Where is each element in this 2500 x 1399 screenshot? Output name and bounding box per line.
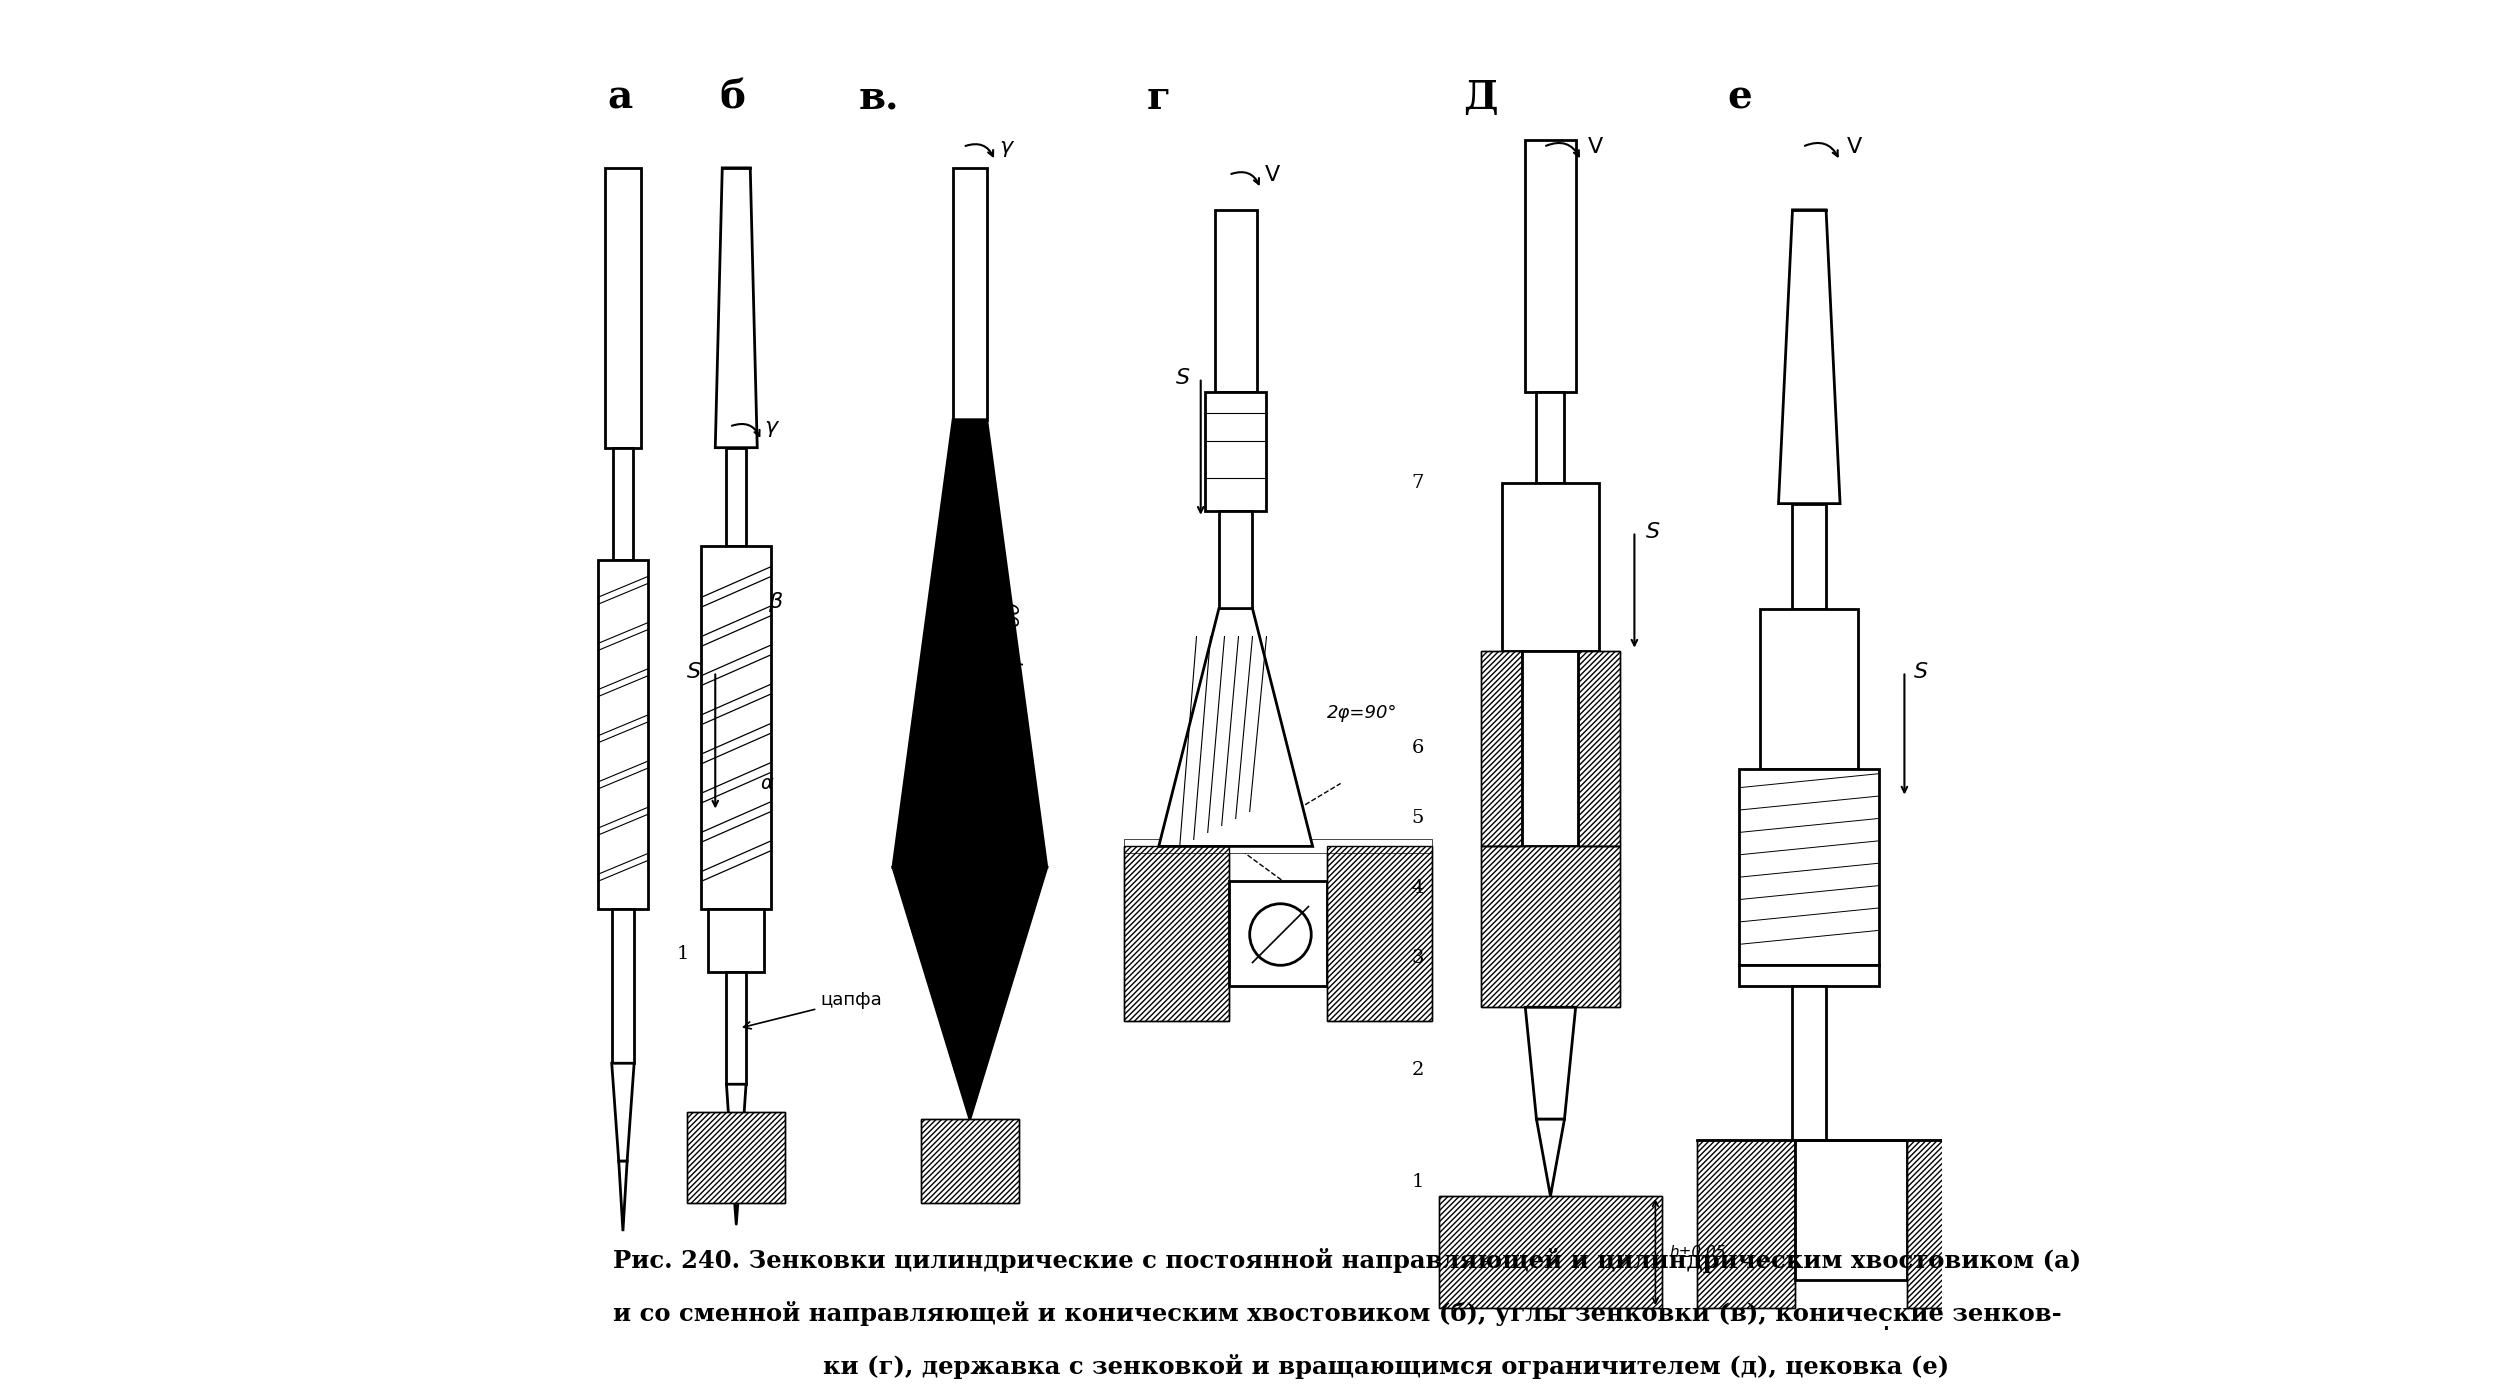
Text: цапфа: цапфа xyxy=(742,992,882,1028)
Bar xyxy=(1698,1140,1795,1308)
Text: h±0,05: h±0,05 xyxy=(1670,1245,1725,1259)
Bar xyxy=(1740,965,1880,986)
Text: V: V xyxy=(1848,137,1862,157)
Bar xyxy=(612,448,632,560)
Text: α: α xyxy=(760,774,772,793)
Bar xyxy=(688,1112,785,1203)
Bar xyxy=(920,1119,1020,1203)
Bar xyxy=(598,560,648,909)
Bar xyxy=(1908,1140,1950,1308)
Bar xyxy=(612,909,635,1063)
Text: S: S xyxy=(688,662,702,681)
Bar xyxy=(1522,651,1578,846)
Polygon shape xyxy=(1778,210,1840,504)
Text: .: . xyxy=(1882,1308,1890,1336)
Bar xyxy=(1205,392,1268,511)
Bar xyxy=(1480,651,1522,846)
Text: 2φ = 60°: 2φ = 60° xyxy=(1005,592,1025,681)
Text: Рис. 240. Зенковки цилиндрические с постоянной направляющей и цилиндрическим хво: Рис. 240. Зенковки цилиндрические с пост… xyxy=(612,1248,2082,1273)
Bar xyxy=(1698,1140,1795,1308)
Text: 6: 6 xyxy=(1412,740,1425,757)
Bar xyxy=(707,909,765,972)
Bar xyxy=(1125,846,1228,1021)
Text: г: г xyxy=(1148,78,1170,118)
Bar xyxy=(1525,140,1575,392)
Bar xyxy=(1228,881,1328,986)
Bar xyxy=(1328,846,1432,1021)
Text: в.: в. xyxy=(858,78,900,118)
Text: 3: 3 xyxy=(1412,950,1425,967)
Polygon shape xyxy=(618,1161,628,1231)
Bar xyxy=(1760,609,1858,769)
Bar xyxy=(1220,511,1252,609)
Text: ки (г), державка с зенковкой и вращающимся ограничителем (д), цековка (е): ки (г), державка с зенковкой и вращающим… xyxy=(822,1354,1950,1379)
Polygon shape xyxy=(1158,609,1312,846)
Text: V: V xyxy=(1265,165,1280,185)
Text: S: S xyxy=(1645,522,1660,541)
Bar xyxy=(1328,846,1432,1021)
Text: е: е xyxy=(1727,78,1752,118)
Bar xyxy=(688,1112,785,1203)
Text: 4: 4 xyxy=(1412,880,1425,897)
Bar xyxy=(728,448,745,546)
Bar xyxy=(728,972,745,1084)
Polygon shape xyxy=(715,168,757,448)
Text: 5: 5 xyxy=(1412,810,1425,827)
Bar xyxy=(1125,839,1432,853)
Text: β: β xyxy=(768,592,782,611)
Text: 2: 2 xyxy=(1412,1062,1425,1079)
Bar xyxy=(1740,769,1880,965)
Bar xyxy=(703,546,770,909)
Polygon shape xyxy=(1525,1007,1575,1119)
Text: 2φ=90°: 2φ=90° xyxy=(1328,705,1398,722)
Bar xyxy=(1480,651,1522,846)
Bar xyxy=(1578,651,1620,846)
Polygon shape xyxy=(1538,1119,1565,1196)
Text: и со сменной направляющей и коническим хвостовиком (б), углы зенковки (в), конич: и со сменной направляющей и коническим х… xyxy=(612,1301,2062,1326)
Bar xyxy=(1438,1196,1663,1308)
Bar xyxy=(1502,483,1600,651)
Text: γ: γ xyxy=(1000,137,1012,157)
Bar xyxy=(1538,392,1565,483)
Text: γ: γ xyxy=(765,417,778,436)
Bar xyxy=(1125,846,1228,1021)
Polygon shape xyxy=(612,1063,635,1161)
Text: 1: 1 xyxy=(1412,1174,1425,1191)
Bar xyxy=(1578,651,1620,846)
Polygon shape xyxy=(892,420,1048,867)
Bar xyxy=(1795,1140,1908,1280)
Text: 7: 7 xyxy=(1412,474,1425,491)
Polygon shape xyxy=(892,867,1048,1119)
Text: Д: Д xyxy=(1462,78,1498,118)
Text: а: а xyxy=(608,78,632,118)
Bar xyxy=(1215,210,1258,392)
Text: 1: 1 xyxy=(678,946,690,963)
Bar xyxy=(1438,1196,1663,1308)
Text: V: V xyxy=(1588,137,1602,157)
Bar xyxy=(952,168,988,420)
Text: S: S xyxy=(1175,368,1190,388)
Bar xyxy=(1480,846,1620,1007)
Bar xyxy=(1792,504,1825,609)
Text: S: S xyxy=(1915,662,1928,681)
Polygon shape xyxy=(728,1084,745,1168)
Bar xyxy=(605,168,640,448)
Bar xyxy=(920,1119,1020,1203)
Bar xyxy=(1908,1140,1950,1308)
Bar xyxy=(1792,986,1825,1140)
Text: б: б xyxy=(720,78,745,118)
Bar xyxy=(1480,846,1620,1007)
